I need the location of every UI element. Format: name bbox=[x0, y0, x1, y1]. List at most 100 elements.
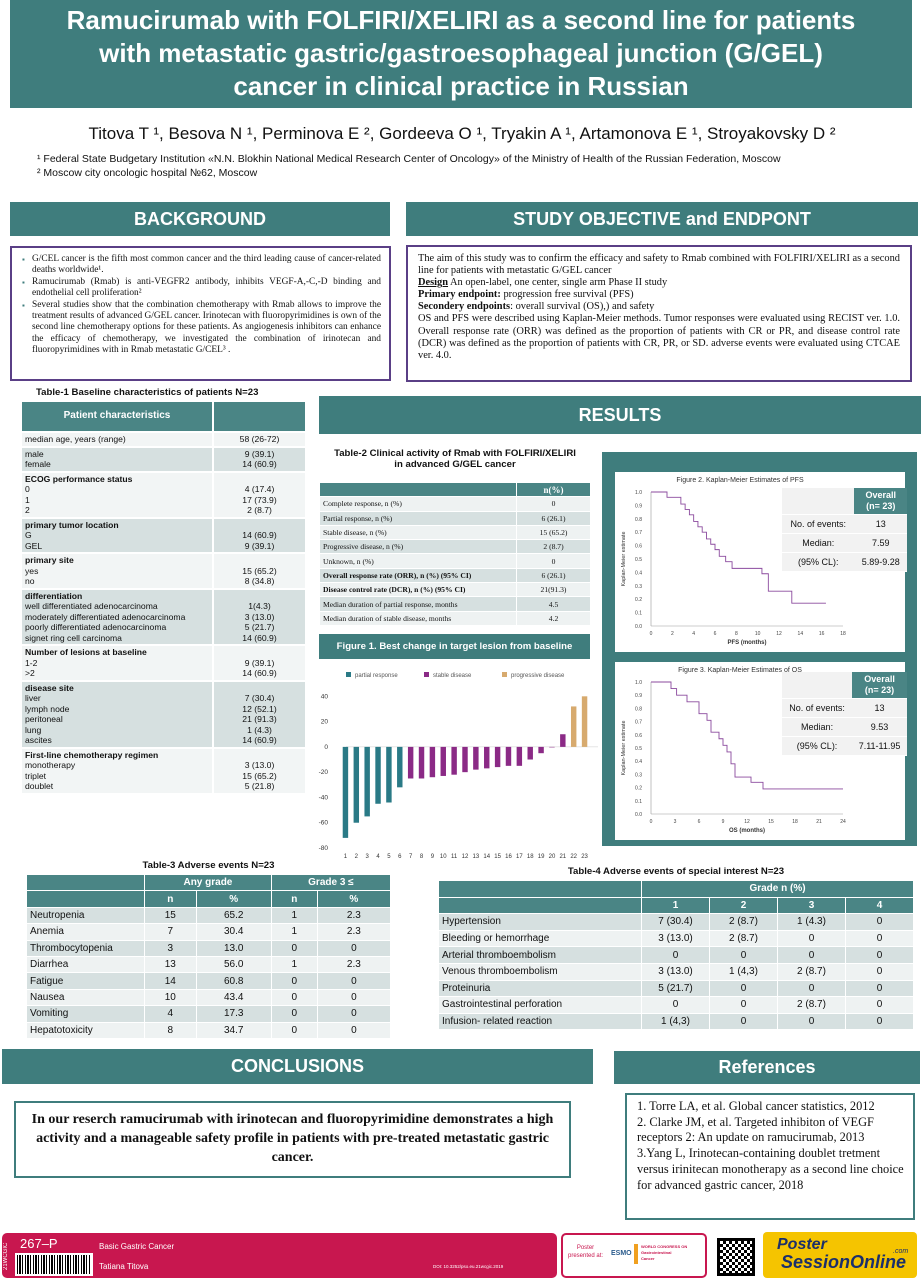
title-band: Ramucirumab with FOLFIRI/XELIRI as a sec… bbox=[10, 0, 912, 108]
waterfall-bar bbox=[516, 746, 523, 766]
y-tick-label: 1.0 bbox=[635, 680, 642, 686]
footer-bar bbox=[2, 1233, 557, 1278]
y-tick-label: -40 bbox=[319, 794, 329, 801]
table4-row: Arterial thromboembolism 0 0 0 0 bbox=[438, 946, 914, 964]
x-tick-label: 4 bbox=[692, 631, 695, 637]
km-curve bbox=[651, 681, 843, 790]
x-tick-label: 13 bbox=[473, 854, 480, 860]
y-tick-label: 0.2 bbox=[635, 786, 642, 792]
title-line-1: Ramucirumab with FOLFIRI/XELIRI as a sec… bbox=[66, 5, 856, 35]
x-tick-label: 18 bbox=[527, 854, 534, 860]
footer-doi: DOI: 10.3252/pso.eu.21wcgic.2019 bbox=[433, 1264, 504, 1269]
table3-row: Fatigue 14 60.8 0 0 bbox=[26, 972, 392, 990]
objective-box: The aim of this study was to confirm the… bbox=[406, 245, 912, 382]
waterfall-bar bbox=[581, 696, 588, 747]
congress-name: WORLD CONGRESS ON Gastrointestinal Cancer bbox=[641, 1244, 688, 1261]
affiliations: ¹ Federal State Budgetary Institution «N… bbox=[37, 152, 781, 180]
waterfall-bar bbox=[570, 706, 577, 747]
table2-row: Median duration of partial response, mon… bbox=[319, 596, 591, 612]
objective-design: Design An open-label, one center, single… bbox=[418, 277, 668, 289]
table3-group-grade3: Grade 3 ≤ bbox=[270, 873, 392, 892]
x-tick-label: 5 bbox=[387, 854, 391, 860]
footer-side-code: 21WCGIC bbox=[3, 1242, 9, 1270]
background-box: G/CEL cancer is the fifth most common ca… bbox=[10, 246, 391, 381]
pfs-summary-table: Overall (n= 23) No. of events: 13 Median: 7… bbox=[782, 488, 907, 572]
adverse-events-table: Any grade Grade 3 ≤ n% n% Neutropenia 15 65.… bbox=[26, 873, 392, 1039]
table4-row: Proteinuria 5 (21.7) 0 0 0 bbox=[438, 979, 914, 998]
waterfall-bar bbox=[560, 734, 566, 747]
affiliation-2: ² Moscow city oncologic hospital №62, Mo… bbox=[37, 167, 258, 179]
table4-row: Bleeding or hemorrhage 3 (13.0) 2 (8.7) 0 0 bbox=[438, 929, 914, 948]
y-tick-label: 0.4 bbox=[635, 570, 642, 576]
waterfall-bar bbox=[527, 746, 533, 760]
x-tick-label: 0 bbox=[650, 819, 653, 825]
legend-swatch bbox=[346, 672, 351, 677]
qr-code-icon bbox=[717, 1238, 755, 1276]
y-tick-label: 0.1 bbox=[635, 799, 642, 805]
x-tick-label: 1 bbox=[344, 854, 348, 860]
x-tick-label: 6 bbox=[698, 819, 701, 825]
waterfall-chart: partial response stable disease progressiv… bbox=[319, 672, 598, 860]
x-tick-label: 19 bbox=[538, 854, 545, 860]
y-axis-label: Kaplan-Meier estimate bbox=[621, 531, 627, 586]
baseline-table: Patient characteristics median age, year… bbox=[22, 402, 305, 795]
x-tick-label: 10 bbox=[440, 854, 447, 860]
table2-row: Overall response rate (ORR), n (%) (95% … bbox=[319, 567, 591, 584]
waterfall-bar bbox=[386, 746, 392, 803]
x-tick-label: 11 bbox=[451, 854, 458, 860]
y-tick-label: 0.7 bbox=[635, 530, 642, 536]
km-panel: Figure 2. Kaplan-Meier Estimates of PFS 0… bbox=[602, 452, 917, 846]
reference-item: 3.Yang L, Irinotecan-containing doublet … bbox=[637, 1146, 904, 1192]
y-tick-label: 0.7 bbox=[635, 720, 642, 726]
table4-row: Infusion- related reaction 1 (4,3) 0 0 0 bbox=[438, 1012, 914, 1031]
table1-row: First-line chemotherapy regimen monothera… bbox=[22, 747, 305, 794]
table4-caption: Table-4 Adverse events of special intere… bbox=[567, 866, 785, 877]
x-tick-label: 2 bbox=[355, 854, 359, 860]
table2-caption: Table-2 Clinical activity of Rmab with F… bbox=[334, 448, 576, 470]
x-tick-label: 24 bbox=[840, 819, 846, 825]
y-tick-label: 0.8 bbox=[635, 517, 642, 523]
y-tick-label: 0.6 bbox=[635, 733, 642, 739]
background-bullet: Several studies show that the combinatio… bbox=[22, 300, 381, 357]
waterfall-bar bbox=[342, 746, 349, 838]
x-tick-label: 21 bbox=[559, 854, 566, 860]
reference-item: 2. Clarke JM, et al. Targeted inhibiton … bbox=[637, 1114, 874, 1145]
table1-row: primary site yes no 15 (65.2) 8 (34.8) bbox=[22, 553, 305, 589]
congress-mark-icon bbox=[634, 1244, 638, 1264]
x-tick-label: 9 bbox=[722, 819, 725, 825]
references-box: 1. Torre LA, et al. Global cancer statis… bbox=[625, 1093, 915, 1220]
table1-row: male female 9 (39.1) 14 (60.9) bbox=[22, 446, 305, 472]
x-tick-label: 18 bbox=[792, 819, 798, 825]
table3-row: Thrombocytopenia 3 13.0 0 0 bbox=[26, 939, 392, 957]
y-tick-label: 0.5 bbox=[635, 557, 642, 563]
x-tick-label: 16 bbox=[819, 631, 825, 637]
y-tick-label: 0.6 bbox=[635, 544, 642, 550]
x-tick-label: 3 bbox=[366, 854, 370, 860]
conclusions-heading: CONCLUSIONS bbox=[2, 1049, 593, 1084]
table2-row: Disease control rate (DCR), n (%) (95% C… bbox=[319, 582, 591, 598]
waterfall-bar bbox=[494, 746, 501, 768]
x-tick-label: 9 bbox=[431, 854, 435, 860]
esmo-logo: ESMO bbox=[611, 1250, 632, 1257]
table1-row: differentiation well differentiated adeno… bbox=[22, 588, 305, 645]
x-tick-label: 14 bbox=[483, 854, 490, 860]
objective-heading: STUDY OBJECTIVE and ENDPONT bbox=[406, 202, 918, 236]
table1-caption: Table-1 Baseline characteristics of pati… bbox=[36, 387, 259, 398]
poster-session-online-logo: Poster SessionOnline .com bbox=[763, 1232, 917, 1278]
background-heading: BACKGROUND bbox=[10, 202, 390, 236]
table3-row: Diarrhea 13 56.0 1 2.3 bbox=[26, 955, 392, 974]
objective-intro: The aim of this study was to confirm the… bbox=[418, 253, 900, 277]
x-axis-label: PFS (months) bbox=[728, 640, 767, 646]
table3-row: Vomiting 4 17.3 0 0 bbox=[26, 1005, 392, 1023]
objective-methods: OS and PFS were described using Kaplan-M… bbox=[418, 313, 900, 361]
legend-label: partial response bbox=[355, 673, 398, 679]
objective-primary: Primary endpoint: progression free survi… bbox=[418, 289, 634, 301]
table1-row: median age, years (range) 58 (26-72) bbox=[22, 432, 305, 447]
table3-row: Anemia 7 30.4 1 2.3 bbox=[26, 923, 392, 941]
waterfall-bar bbox=[364, 746, 370, 817]
footer-category: Basic Gastric Cancer bbox=[99, 1242, 175, 1251]
y-tick-label: 0.9 bbox=[635, 503, 642, 509]
table2-row: Median duration of stable disease, month… bbox=[319, 610, 591, 626]
x-tick-label: 4 bbox=[376, 854, 380, 860]
